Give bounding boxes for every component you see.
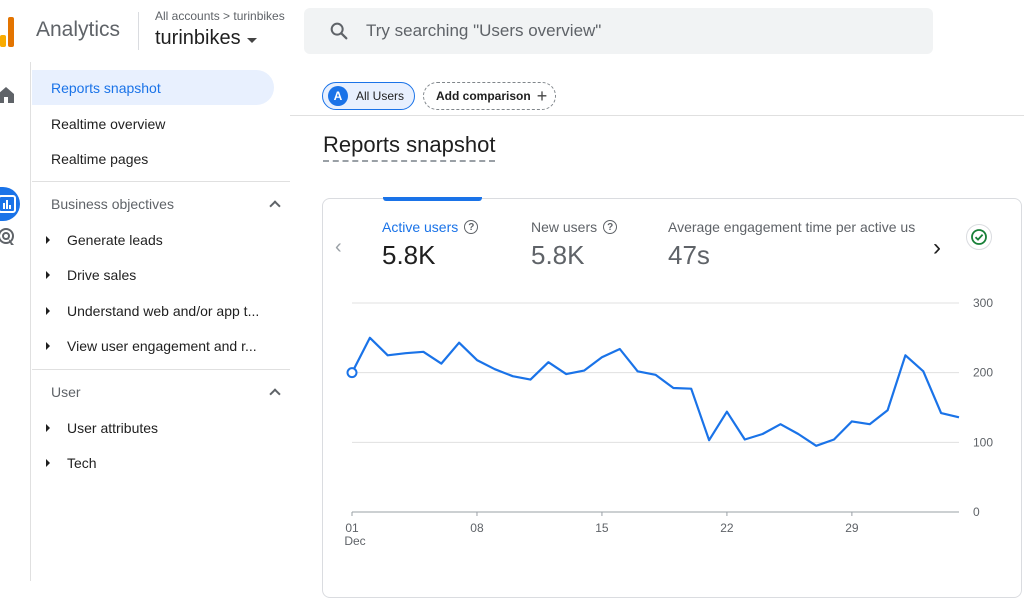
section-label: Business objectives xyxy=(51,196,174,212)
chevron-up-icon xyxy=(269,388,281,400)
expand-arrow-icon xyxy=(46,271,50,279)
nav-item-realtime-pages[interactable]: Realtime pages xyxy=(51,150,149,167)
search-bar[interactable] xyxy=(304,8,933,54)
nav-item-label: Understand web and/or app t... xyxy=(67,303,260,319)
page-title[interactable]: Reports snapshot xyxy=(323,132,496,162)
x-tick-label: 01 xyxy=(345,521,359,535)
reports-icon[interactable] xyxy=(0,193,18,215)
metric-label: Active users xyxy=(382,219,459,235)
x-tick-label: 15 xyxy=(595,521,609,535)
x-tick-label: 29 xyxy=(845,521,859,535)
toolbar-divider xyxy=(290,115,1024,116)
metric-value: 5.8K xyxy=(382,240,436,270)
x-tick-label: 22 xyxy=(720,521,734,535)
expand-arrow-icon xyxy=(46,424,50,432)
nav-item-label: Tech xyxy=(67,455,97,471)
main-content: A All Users Add comparison + Reports sna… xyxy=(290,62,1024,598)
all-users-chip[interactable]: A All Users xyxy=(322,82,416,110)
y-tick-label: 0 xyxy=(973,505,980,519)
add-comparison-button[interactable]: Add comparison + xyxy=(423,82,557,110)
expand-arrow-icon xyxy=(46,236,50,244)
y-tick-label: 100 xyxy=(973,435,993,449)
section-label: User xyxy=(51,384,81,400)
app-header: Analytics All accounts > turinbikes turi… xyxy=(0,0,1024,62)
expand-arrow-icon xyxy=(46,307,50,315)
metric-new-users[interactable]: New users ? 5.8K xyxy=(531,219,618,271)
nav-divider xyxy=(32,369,290,370)
nav-item-understand-traffic[interactable]: Understand web and/or app t... xyxy=(46,303,276,319)
y-tick-label: 300 xyxy=(973,296,993,310)
expand-arrow-icon xyxy=(46,459,50,467)
chip-label: All Users xyxy=(356,89,405,103)
metrics-card: ‹ › Active users ? 5.8K New users ? 5.8K… xyxy=(322,197,1023,599)
section-user[interactable]: User xyxy=(51,384,281,400)
breadcrumb[interactable]: All accounts > turinbikes xyxy=(155,9,285,23)
nav-item-label: View user engagement and r... xyxy=(67,338,257,354)
chevron-left-icon[interactable]: ‹ xyxy=(335,236,342,258)
analytics-logo[interactable] xyxy=(0,17,16,47)
metric-active-users[interactable]: Active users ? 5.8K xyxy=(382,219,479,271)
report-nav: Reports snapshot Realtime overview Realt… xyxy=(32,62,290,581)
section-business-objectives[interactable]: Business objectives xyxy=(51,196,281,212)
help-icon[interactable]: ? xyxy=(464,220,479,234)
nav-item-user-engagement[interactable]: View user engagement and r... xyxy=(46,338,276,354)
add-comparison-label: Add comparison xyxy=(436,89,531,103)
header-divider xyxy=(138,12,139,50)
left-rail xyxy=(0,62,31,581)
active-tab-indicator xyxy=(383,197,482,201)
chevron-right-icon[interactable]: › xyxy=(933,234,941,261)
caret-down-icon xyxy=(246,37,257,43)
account-selector[interactable]: turinbikes xyxy=(155,27,257,50)
nav-item-tech[interactable]: Tech xyxy=(46,455,276,471)
insights-check-icon[interactable] xyxy=(966,224,992,250)
nav-item-label: User attributes xyxy=(67,420,159,436)
nav-item-generate-leads[interactable]: Generate leads xyxy=(46,232,276,248)
segment-badge: A xyxy=(328,86,348,106)
nav-item-user-attributes[interactable]: User attributes xyxy=(46,420,276,436)
app-name: Analytics xyxy=(36,18,121,41)
data-point xyxy=(346,367,358,379)
active-users-chart[interactable]: 0 100 200 300 01 08 15 22 29 Dec xyxy=(323,199,1023,599)
search-input[interactable] xyxy=(366,21,886,41)
nav-item-drive-sales[interactable]: Drive sales xyxy=(46,267,276,283)
nav-item-realtime-overview[interactable]: Realtime overview xyxy=(51,115,166,132)
nav-item-label: Generate leads xyxy=(67,232,163,248)
x-month-label: Dec xyxy=(344,534,365,548)
metric-engagement-time[interactable]: Average engagement time per active us 47… xyxy=(668,219,924,271)
expand-arrow-icon xyxy=(46,342,50,350)
metric-value: 5.8K xyxy=(531,240,585,270)
chevron-up-icon xyxy=(269,200,281,212)
x-tick-label: 08 xyxy=(470,521,484,535)
metric-label: Average engagement time per active us xyxy=(668,219,916,235)
explore-icon[interactable] xyxy=(0,177,18,199)
advertising-icon[interactable] xyxy=(0,226,18,248)
nav-item-label: Drive sales xyxy=(67,267,137,283)
nav-divider xyxy=(32,181,290,182)
search-icon xyxy=(330,22,348,40)
y-tick-label: 200 xyxy=(973,366,993,380)
nav-item-reports-snapshot[interactable]: Reports snapshot xyxy=(32,70,274,105)
metric-value: 47s xyxy=(668,240,710,270)
series-line-active-users xyxy=(351,336,960,447)
metric-label: New users xyxy=(531,219,598,235)
account-name: turinbikes xyxy=(155,27,241,49)
home-icon[interactable] xyxy=(0,84,17,106)
help-icon[interactable]: ? xyxy=(603,220,618,234)
plus-icon: + xyxy=(536,86,548,106)
